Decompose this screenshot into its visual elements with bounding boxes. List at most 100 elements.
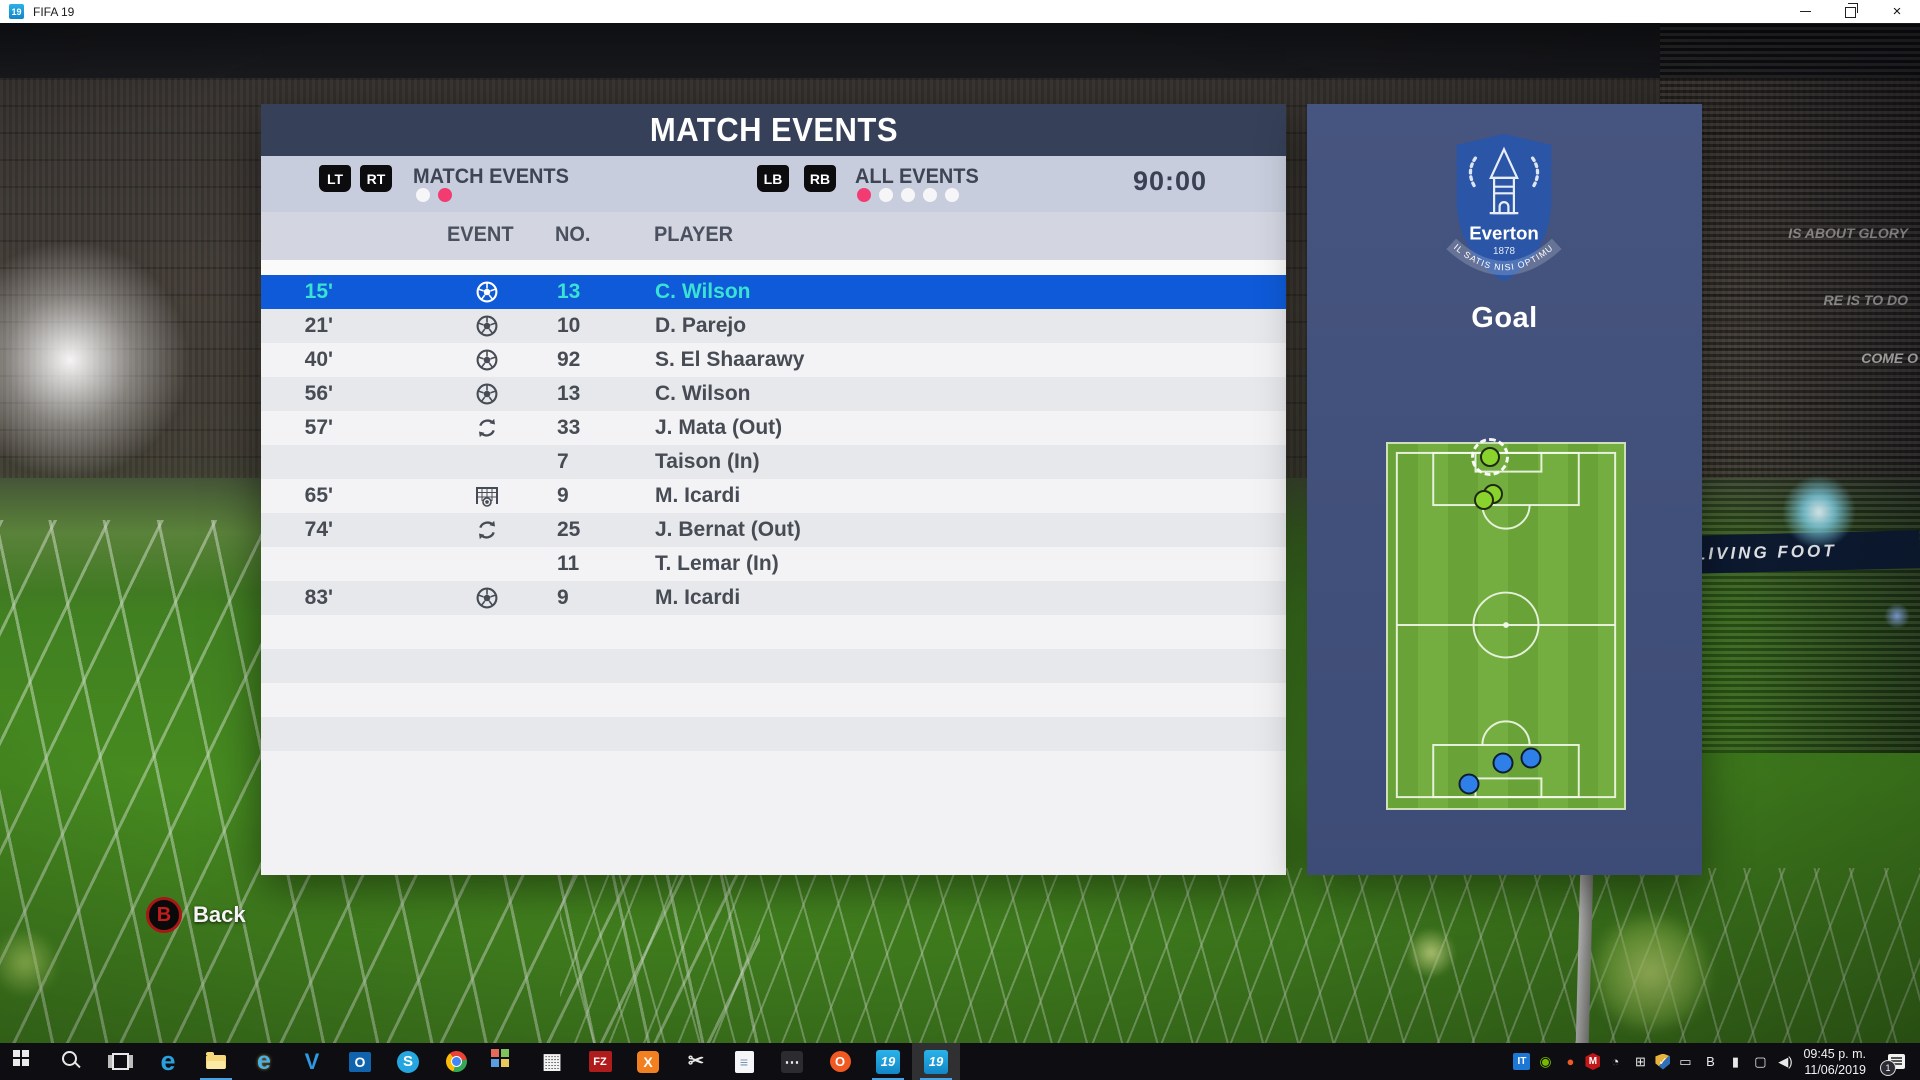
event-row[interactable]: 40' 92 S. El Shaarawy (261, 343, 1286, 377)
column-header-event: EVENT (447, 223, 514, 246)
tab-match-events[interactable]: MATCH EVENTS (413, 165, 569, 188)
player-number: 33 (557, 416, 581, 439)
rt-trigger-button[interactable]: RT (360, 165, 392, 192)
goal-icon (465, 377, 509, 411)
panel-title: MATCH EVENTS (261, 104, 1286, 156)
tray-input-method-icon[interactable]: B (1706, 1054, 1715, 1069)
game-viewport: IS ABOUT GLORY RE IS TO DO COME O LIVING… (0, 23, 1920, 1043)
close-button[interactable]: × (1874, 0, 1920, 23)
event-row[interactable]: 21' 10 D. Parejo (261, 309, 1286, 343)
event-minute: 83' (304, 586, 333, 609)
taskbar-filezilla[interactable]: FZ (576, 1043, 624, 1080)
player-number: 9 (557, 484, 569, 507)
player-name: M. Icardi (655, 484, 741, 507)
match-events-panel: MATCH EVENTS LT RT MATCH EVENTS LB RB AL… (261, 104, 1286, 875)
taskbar-task-view[interactable] (96, 1043, 144, 1080)
event-row[interactable]: 74' 25 J. Bernat (Out) (261, 513, 1286, 547)
outlook-icon: O (349, 1051, 371, 1072)
tab-all-events[interactable]: ALL EVENTS (855, 165, 979, 188)
tray-battery-icon[interactable]: ▮ (1731, 1053, 1740, 1069)
column-header-no: NO. (555, 223, 591, 246)
filezilla-icon: FZ (588, 1051, 612, 1072)
taskbar-skype[interactable]: S (384, 1043, 432, 1080)
substitution-icon (465, 513, 509, 547)
substitution-icon (465, 411, 509, 445)
event-row[interactable]: 56' 13 C. Wilson (261, 377, 1286, 411)
player-number: 11 (557, 552, 580, 575)
color-grid-app-icon (491, 1048, 499, 1057)
taskbar-snipping-tool[interactable]: ✂ (672, 1043, 720, 1080)
taskbar-color-grid-app[interactable] (480, 1043, 528, 1080)
tray-display-switch-icon[interactable]: ⊞ (1635, 1053, 1646, 1069)
taskbar-fifa-19-window-2[interactable]: 19 (912, 1043, 960, 1080)
player-name: J. Mata (Out) (655, 416, 783, 439)
everton-crest: Everton 1878 NIL SATIS NISI OPTIMUM (1438, 128, 1562, 282)
event-row[interactable]: 83' 9 M. Icardi (261, 581, 1286, 615)
tray-mcafee-icon[interactable]: M (1585, 1053, 1601, 1070)
page-dot-white (945, 188, 959, 202)
page-dot-white (879, 188, 893, 202)
tray-external-display-icon[interactable]: ▭ (1679, 1053, 1692, 1069)
taskbar-xampp[interactable]: X (624, 1043, 672, 1080)
restore-icon (1844, 3, 1858, 18)
tray-it-tool-icon[interactable]: IT (1513, 1053, 1531, 1070)
event-row[interactable]: 65' 9 M. Icardi (261, 479, 1286, 513)
goal-net-icon (465, 479, 509, 513)
origin-icon: O (829, 1051, 851, 1072)
fifa-19-window-1-icon: 19 (876, 1049, 900, 1074)
taskbar-outlook[interactable]: O (336, 1043, 384, 1080)
page-dot-pink (857, 188, 871, 202)
taskbar-internet-explorer[interactable]: e (240, 1043, 288, 1080)
player-name: J. Bernat (Out) (655, 518, 801, 541)
tray-perf-monitor-icon[interactable]: ◔ (1611, 1054, 1620, 1069)
player-number: 9 (557, 586, 569, 609)
event-minute: 74' (304, 518, 333, 541)
restore-button[interactable] (1828, 0, 1874, 23)
rb-bumper-button[interactable]: RB (804, 165, 836, 192)
event-row[interactable]: 7 Taison (In) (261, 445, 1286, 479)
lt-trigger-button[interactable]: LT (319, 165, 351, 192)
tray-nvidia-icon[interactable]: ◉ (1539, 1053, 1552, 1069)
taskbar-chrome[interactable] (432, 1043, 480, 1080)
notification-center[interactable]: 1 (1876, 1043, 1916, 1080)
event-row[interactable]: 11 T. Lemar (In) (261, 547, 1286, 581)
stadium-stand-right (1660, 23, 1920, 753)
tray-volume-icon[interactable]: ◀) (1778, 1053, 1793, 1069)
lb-bumper-button[interactable]: LB (757, 165, 789, 192)
taskbar-origin[interactable]: O (816, 1043, 864, 1080)
chrome-icon (445, 1051, 467, 1072)
taskbar-calculator[interactable]: ▦ (528, 1043, 576, 1080)
minimize-button[interactable] (1782, 0, 1828, 23)
away-event-marker (1492, 752, 1514, 773)
empty-row (261, 615, 1286, 649)
system-clock[interactable]: 09:45 p. m. 11/06/2019 (1803, 1046, 1866, 1078)
back-button[interactable]: B Back (146, 897, 246, 933)
page-dot-white (901, 188, 915, 202)
home-event-marker (1474, 490, 1495, 511)
fifa-app-icon: 19 (9, 4, 24, 19)
tray-origin-tray-icon[interactable]: ● (1566, 1054, 1575, 1069)
event-row[interactable]: 57' 33 J. Mata (Out) (261, 411, 1286, 445)
tray-windows-defender-icon[interactable]: ✓ (1655, 1053, 1671, 1070)
clock-time: 09:45 p. m. (1803, 1046, 1866, 1061)
goal-icon (465, 581, 509, 615)
taskbar-start[interactable] (0, 1043, 48, 1080)
minimize-icon (1799, 10, 1811, 13)
taskbar-notepad[interactable]: ≡ (720, 1043, 768, 1080)
tray-network-icon[interactable]: ▢ (1754, 1053, 1767, 1069)
window-title: FIFA 19 (33, 4, 75, 19)
taskbar-vs-code[interactable]: V (288, 1043, 336, 1080)
table-header-gap (261, 260, 1286, 275)
player-number: 7 (557, 450, 569, 473)
taskbar-search[interactable] (48, 1043, 96, 1080)
window-titlebar: 19 FIFA 19 × (0, 0, 1920, 23)
event-minute: 40' (304, 348, 333, 371)
edge-icon: e (160, 1046, 176, 1076)
taskbar-file-explorer[interactable] (192, 1043, 240, 1080)
file-explorer-icon (206, 1051, 226, 1069)
event-row[interactable]: 15' 13 C. Wilson (261, 275, 1286, 309)
taskbar-fifa-19-window-1[interactable]: 19 (864, 1043, 912, 1080)
taskbar-share-app[interactable]: ⋯ (768, 1043, 816, 1080)
taskbar-edge[interactable]: e (144, 1043, 192, 1080)
player-name: C. Wilson (655, 280, 751, 303)
